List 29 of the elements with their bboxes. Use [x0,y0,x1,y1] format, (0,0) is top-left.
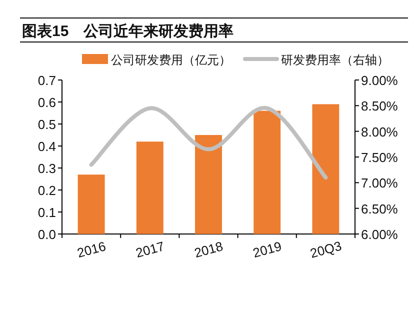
x-tick-label: 2019 [251,238,284,260]
y2-tick-label: 7.00% [361,176,398,191]
legend-label: 公司研发费用（亿元） [111,53,231,67]
bar [254,110,281,234]
chart-title: 图表15 公司近年来研发费用率 [22,22,234,40]
bar [78,174,105,234]
y2-tick-label: 8.00% [361,124,398,140]
y2-tick-label: 9.00% [361,73,398,88]
bar [312,104,340,234]
y2-tick-label: 7.50% [361,150,398,165]
y2-tick-label: 8.50% [361,98,398,114]
bar [136,142,164,234]
legend-label: 研发费用率（右轴） [281,53,389,67]
y-tick-label: 0.6 [38,95,56,110]
x-tick-label: 2018 [192,238,225,260]
line-series [89,106,328,180]
y-tick-label: 0.0 [38,227,56,242]
y-tick-label: 0.5 [38,117,56,132]
bar [195,135,222,234]
y2-tick-label: 6.00% [361,227,398,242]
x-tick-label: 20Q3 [308,238,344,261]
y2-tick-label: 6.50% [361,201,398,216]
y-tick-label: 0.1 [38,205,56,220]
x-tick-label: 2017 [134,238,166,260]
x-tick-label: 2016 [76,238,108,260]
y-tick-label: 0.3 [38,161,56,176]
y-tick-label: 0.4 [38,139,56,154]
y-tick-label: 0.2 [38,183,56,198]
y-tick-label: 0.7 [38,73,56,88]
